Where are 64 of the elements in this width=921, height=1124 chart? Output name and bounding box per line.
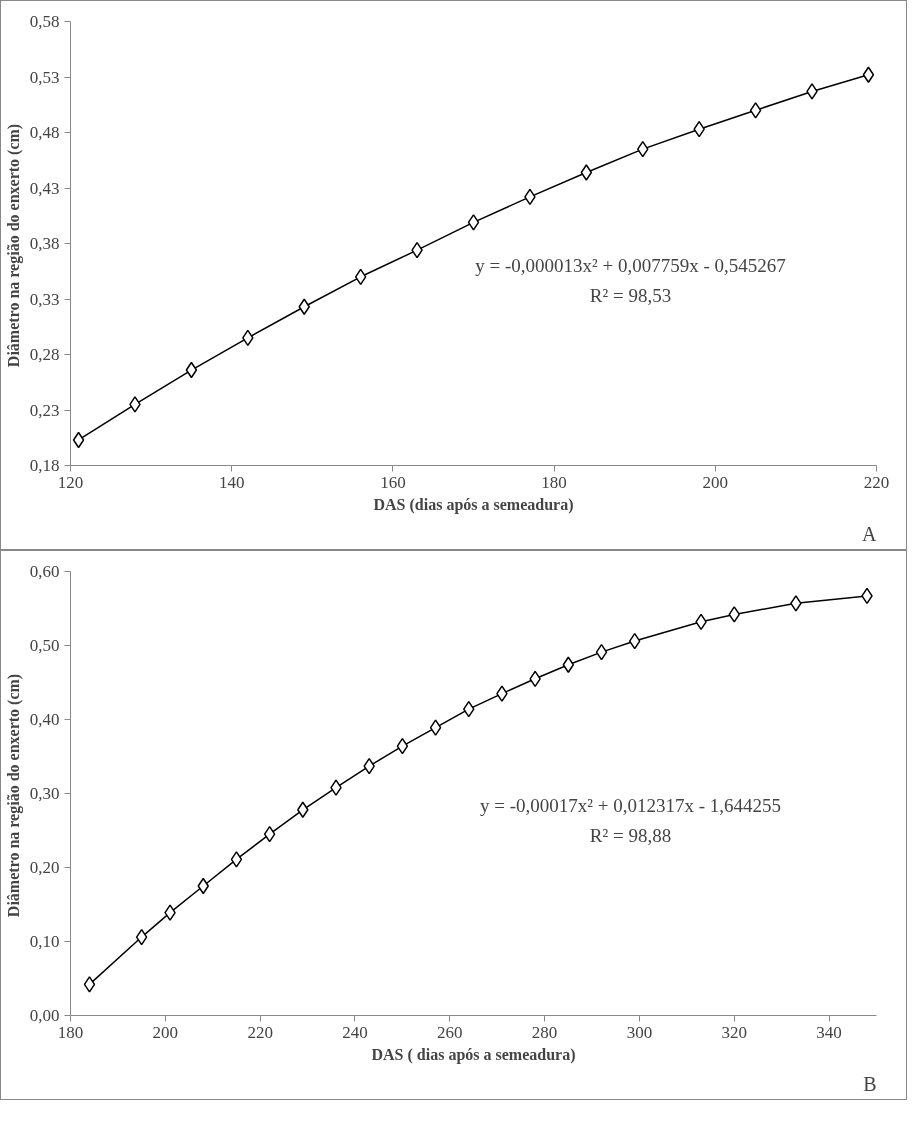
point	[429, 719, 442, 736]
y-tick-label: 0,10	[29, 932, 60, 951]
point	[749, 102, 762, 119]
x-tick-label: 220	[247, 1022, 273, 1042]
y-tick-label: 0,40	[29, 710, 60, 729]
y-tick-label: 0,20	[29, 858, 60, 877]
point	[806, 83, 818, 100]
x-tick-label: 220	[863, 472, 890, 492]
point	[354, 268, 367, 286]
x-tick-label: 120	[57, 472, 84, 492]
point	[129, 396, 141, 413]
x-tick-label: 340	[816, 1022, 842, 1042]
point	[496, 685, 508, 702]
y-axis-title: Diâmetro na região do enxerto (cm)	[4, 123, 23, 368]
point	[164, 904, 176, 921]
x-tick-label: 300	[626, 1022, 653, 1042]
y-tick-label: 0,23	[29, 400, 60, 420]
point	[728, 606, 741, 623]
point	[83, 976, 96, 993]
y-tick-label: 0,43	[29, 178, 60, 198]
x-tick-label: 180	[541, 472, 567, 492]
point	[263, 825, 276, 843]
annotation: R² = 98,53	[589, 284, 672, 306]
point	[330, 779, 342, 796]
x-axis-title: DAS (dias após a semeadura)	[373, 495, 574, 514]
x-tick-label: 160	[380, 472, 406, 492]
point	[467, 214, 480, 231]
point	[580, 164, 593, 181]
x-tick-label: 260	[437, 1022, 463, 1042]
x-tick-label: 200	[152, 1022, 179, 1042]
point	[562, 656, 575, 673]
y-axis-title: Diâmetro na região do enxerto (cm)	[4, 673, 23, 918]
y-tick-label: 0,28	[29, 345, 60, 364]
x-tick-label: 200	[702, 472, 729, 492]
y-tick-label: 0,30	[29, 784, 60, 803]
y-tick-label: 0,18	[29, 456, 60, 475]
y-tick-label: 0,58	[29, 12, 60, 31]
y-tick-label: 0,60	[29, 562, 60, 581]
x-tick-label: 240	[342, 1022, 368, 1042]
annotation: R² = 98,88	[589, 824, 672, 846]
y-tick-label: 0,48	[29, 123, 60, 142]
point	[230, 851, 243, 868]
point	[135, 928, 148, 946]
annotation: y = -0,00017x² + 0,012317x - 1,644255	[479, 794, 782, 816]
text: A	[862, 522, 878, 545]
y-tick-label: 0,33	[29, 289, 60, 309]
y-tick-label: 0,38	[29, 234, 60, 253]
point	[396, 737, 409, 755]
x-tick-label: 320	[721, 1022, 748, 1042]
point	[790, 595, 802, 612]
point	[595, 643, 608, 661]
y-tick-label: 0,53	[29, 67, 60, 87]
point	[628, 632, 641, 650]
y-tick-label: 0,50	[29, 636, 60, 655]
point	[72, 431, 85, 449]
x-tick-label: 140	[218, 472, 245, 492]
annotation: y = -0,000013x² + 0,007759x - 0,545267	[475, 254, 786, 276]
x-tick-label: 280	[531, 1022, 558, 1042]
x-axis-title: DAS ( dias após a semeadura)	[371, 1045, 576, 1064]
text: B	[863, 1072, 877, 1095]
point	[862, 66, 875, 84]
y-tick-label: 0,00	[29, 1006, 60, 1025]
point	[185, 361, 198, 379]
x-tick-label: 180	[57, 1022, 84, 1042]
